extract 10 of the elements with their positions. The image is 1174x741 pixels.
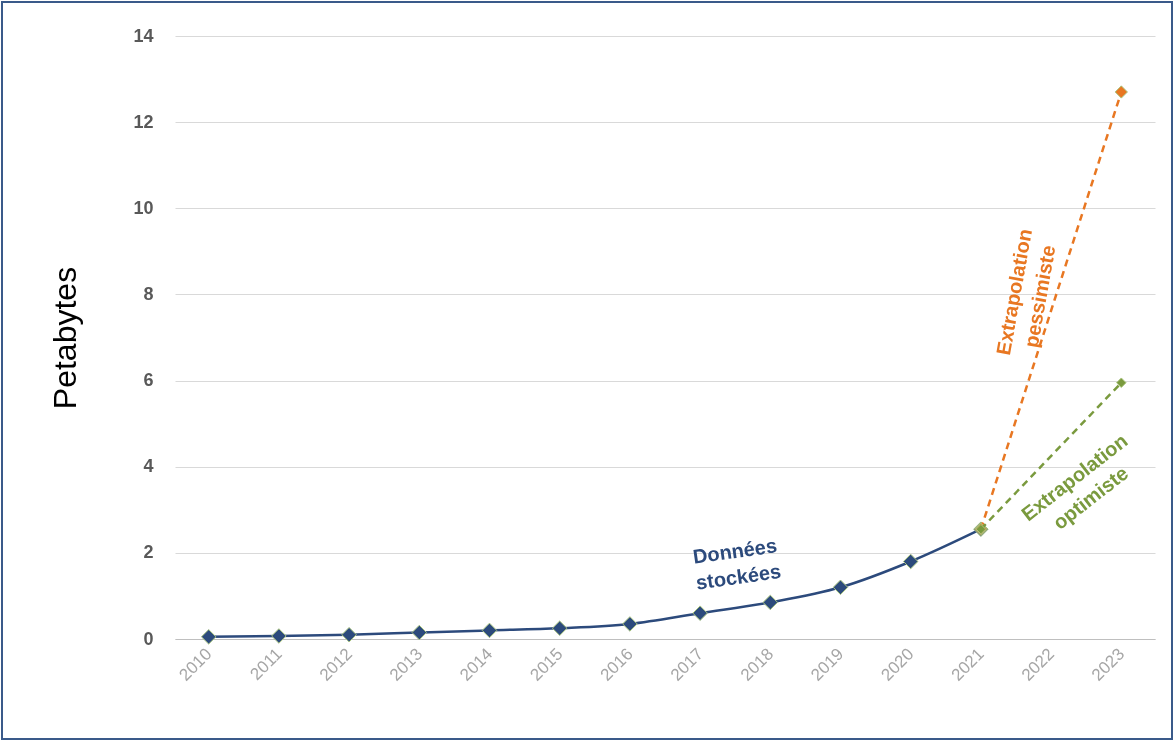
y-tick-label: 6 xyxy=(143,370,154,391)
y-tick-label: 2 xyxy=(143,542,154,563)
y-axis-title: Petabytes xyxy=(47,266,84,410)
y-tick-label: 12 xyxy=(133,111,154,132)
y-tick-label: 0 xyxy=(143,628,154,649)
y-tick-label: 10 xyxy=(133,197,154,218)
y-tick-label: 14 xyxy=(133,25,154,46)
text: Données stockées xyxy=(691,534,783,594)
y-tick-label: 8 xyxy=(143,283,154,304)
y-tick-label: 4 xyxy=(143,456,154,477)
